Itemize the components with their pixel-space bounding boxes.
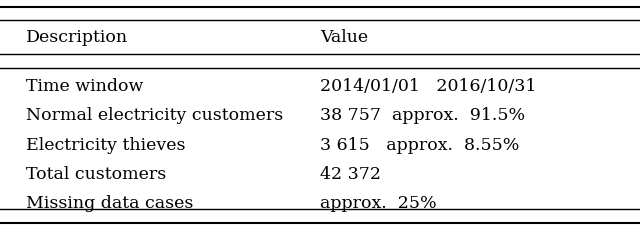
- Text: 42 372: 42 372: [320, 166, 381, 183]
- Text: approx.  25%: approx. 25%: [320, 195, 436, 212]
- Text: Description: Description: [26, 29, 128, 46]
- Text: Missing data cases: Missing data cases: [26, 195, 193, 212]
- Text: 2014/01/01   2016/10/31: 2014/01/01 2016/10/31: [320, 78, 536, 95]
- Text: Normal electricity customers: Normal electricity customers: [26, 107, 283, 124]
- Text: Total customers: Total customers: [26, 166, 166, 183]
- Text: Value: Value: [320, 29, 368, 46]
- Text: 38 757  approx.  91.5%: 38 757 approx. 91.5%: [320, 107, 525, 124]
- Text: 3 615   approx.  8.55%: 3 615 approx. 8.55%: [320, 137, 520, 154]
- Text: Time window: Time window: [26, 78, 143, 95]
- Text: Electricity thieves: Electricity thieves: [26, 137, 185, 154]
